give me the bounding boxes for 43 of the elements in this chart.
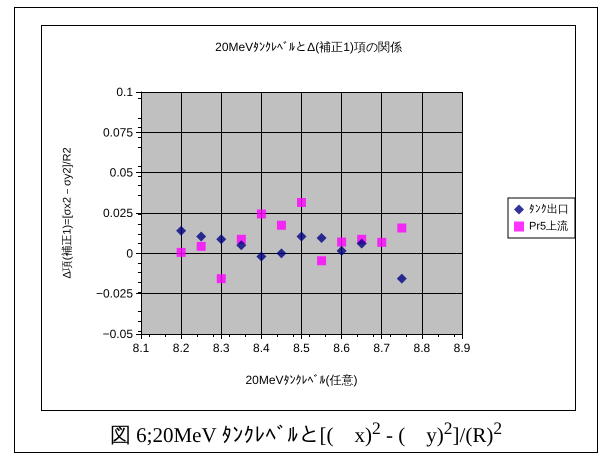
legend-label: ﾀﾝｸ出口	[529, 202, 569, 216]
point	[196, 232, 206, 242]
y-tick-label: −0.025	[96, 286, 134, 301]
point	[276, 220, 286, 230]
point	[397, 224, 406, 233]
point	[256, 209, 266, 218]
point	[377, 238, 386, 247]
point	[216, 274, 226, 284]
x-tick-label: 8.2	[172, 341, 190, 355]
x-tick-label: 8.4	[253, 341, 270, 355]
point	[236, 240, 246, 250]
point	[356, 238, 367, 249]
y-tick-label: −0.05	[102, 327, 134, 341]
x-tick-label: 8.9	[454, 341, 471, 355]
caption: 図 6;20MeV ﾀﾝｸﾚﾍﾞﾙと[( x)$^{2}$ - ( y)$^{2}$]/(R)$^{2}$	[108, 418, 504, 449]
y-axis-title: Δ項(補正1)=[σx2－σy2]/R2	[60, 147, 74, 279]
x-tick-label: 8.5	[293, 341, 310, 355]
y-tick-label: 0.075	[102, 125, 134, 140]
chart-title: 20MeVﾀﾝｸﾚﾍﾞﾙとΔ(補正1)項の関係	[215, 40, 402, 54]
point	[176, 248, 186, 257]
point	[336, 246, 347, 256]
point	[276, 248, 286, 258]
y-tick-label: 0	[126, 246, 134, 260]
x-axis-title: 20MeVﾀﾝｸﾚﾍﾞﾙ(任意)	[245, 373, 358, 387]
point	[216, 234, 226, 244]
y-tick-label: 0.025	[102, 206, 134, 220]
point	[296, 232, 306, 242]
point	[317, 256, 326, 266]
point	[337, 238, 346, 247]
y-tick-label: 0.05	[110, 166, 134, 180]
point	[396, 274, 407, 284]
x-tick-label: 8.1	[132, 341, 150, 355]
x-tick-label: 8.8	[414, 341, 431, 355]
x-tick-label: 8.3	[212, 341, 230, 355]
legend-label: Pr5上流	[529, 220, 568, 232]
x-tick-label: 8.7	[373, 341, 390, 355]
point	[256, 252, 266, 262]
point	[196, 242, 206, 251]
point	[176, 226, 186, 236]
point	[316, 233, 327, 244]
x-tick-label: 8.6	[333, 341, 350, 355]
y-tick-label: 0.1	[116, 85, 134, 99]
point	[297, 198, 306, 208]
